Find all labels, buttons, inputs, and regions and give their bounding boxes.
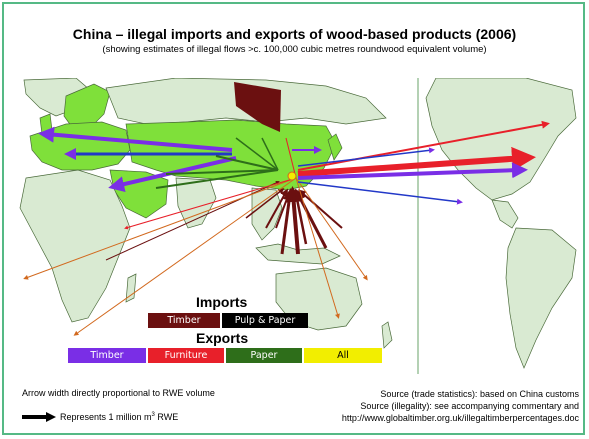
madagascar-landmass bbox=[125, 273, 137, 303]
imports-heading: Imports bbox=[196, 294, 248, 310]
scandinavia-landmass bbox=[63, 83, 111, 131]
import-wedge-russia bbox=[234, 82, 281, 132]
arrow-width-note: Arrow width directly proportional to RWE… bbox=[22, 388, 215, 398]
source-trade: Source (trade statistics): based on Chin… bbox=[380, 389, 579, 399]
exports-heading: Exports bbox=[196, 330, 249, 346]
scale-reference: Represents 1 million m3 RWE bbox=[22, 412, 178, 422]
southeast-asia-landmass bbox=[251, 187, 283, 241]
source-url: http://www.globaltimber.org.uk/illegalti… bbox=[341, 413, 579, 423]
legend-swatch-export-timber: Timber bbox=[68, 348, 146, 363]
legend-swatch-import-timber: Timber bbox=[148, 313, 220, 328]
source-illegality: Source (illegality): see accompanying co… bbox=[360, 401, 579, 411]
export-arrows-europe bbox=[38, 126, 322, 192]
north-america-landmass bbox=[425, 78, 577, 201]
scale-arrow-icon bbox=[22, 412, 56, 422]
trade-flow-map bbox=[6, 78, 582, 374]
export-arrows-north-america bbox=[297, 120, 550, 205]
legend-swatch-export-all: All bbox=[304, 348, 382, 363]
uk-landmass bbox=[39, 113, 53, 135]
central-america-landmass bbox=[491, 199, 519, 229]
new-zealand-landmass bbox=[381, 321, 393, 349]
map-subtitle: (showing estimates of illegal flows >c. … bbox=[102, 44, 487, 55]
scale-reference-text: Represents 1 million m3 RWE bbox=[60, 412, 179, 422]
export-arrows-paper bbox=[155, 137, 279, 189]
legend-swatch-import-pulp-paper: Pulp & Paper bbox=[222, 313, 308, 328]
export-arrows-minor bbox=[23, 137, 368, 336]
map-title: China – illegal imports and exports of w… bbox=[72, 26, 517, 42]
china-export-hub bbox=[287, 171, 297, 181]
source-notes: Source (trade statistics): based on Chin… bbox=[342, 388, 579, 424]
legend-swatch-export-furniture: Furniture bbox=[148, 348, 224, 363]
south-america-landmass bbox=[505, 227, 577, 369]
japan-landmass bbox=[327, 133, 343, 161]
legend-swatch-export-paper: Paper bbox=[226, 348, 302, 363]
